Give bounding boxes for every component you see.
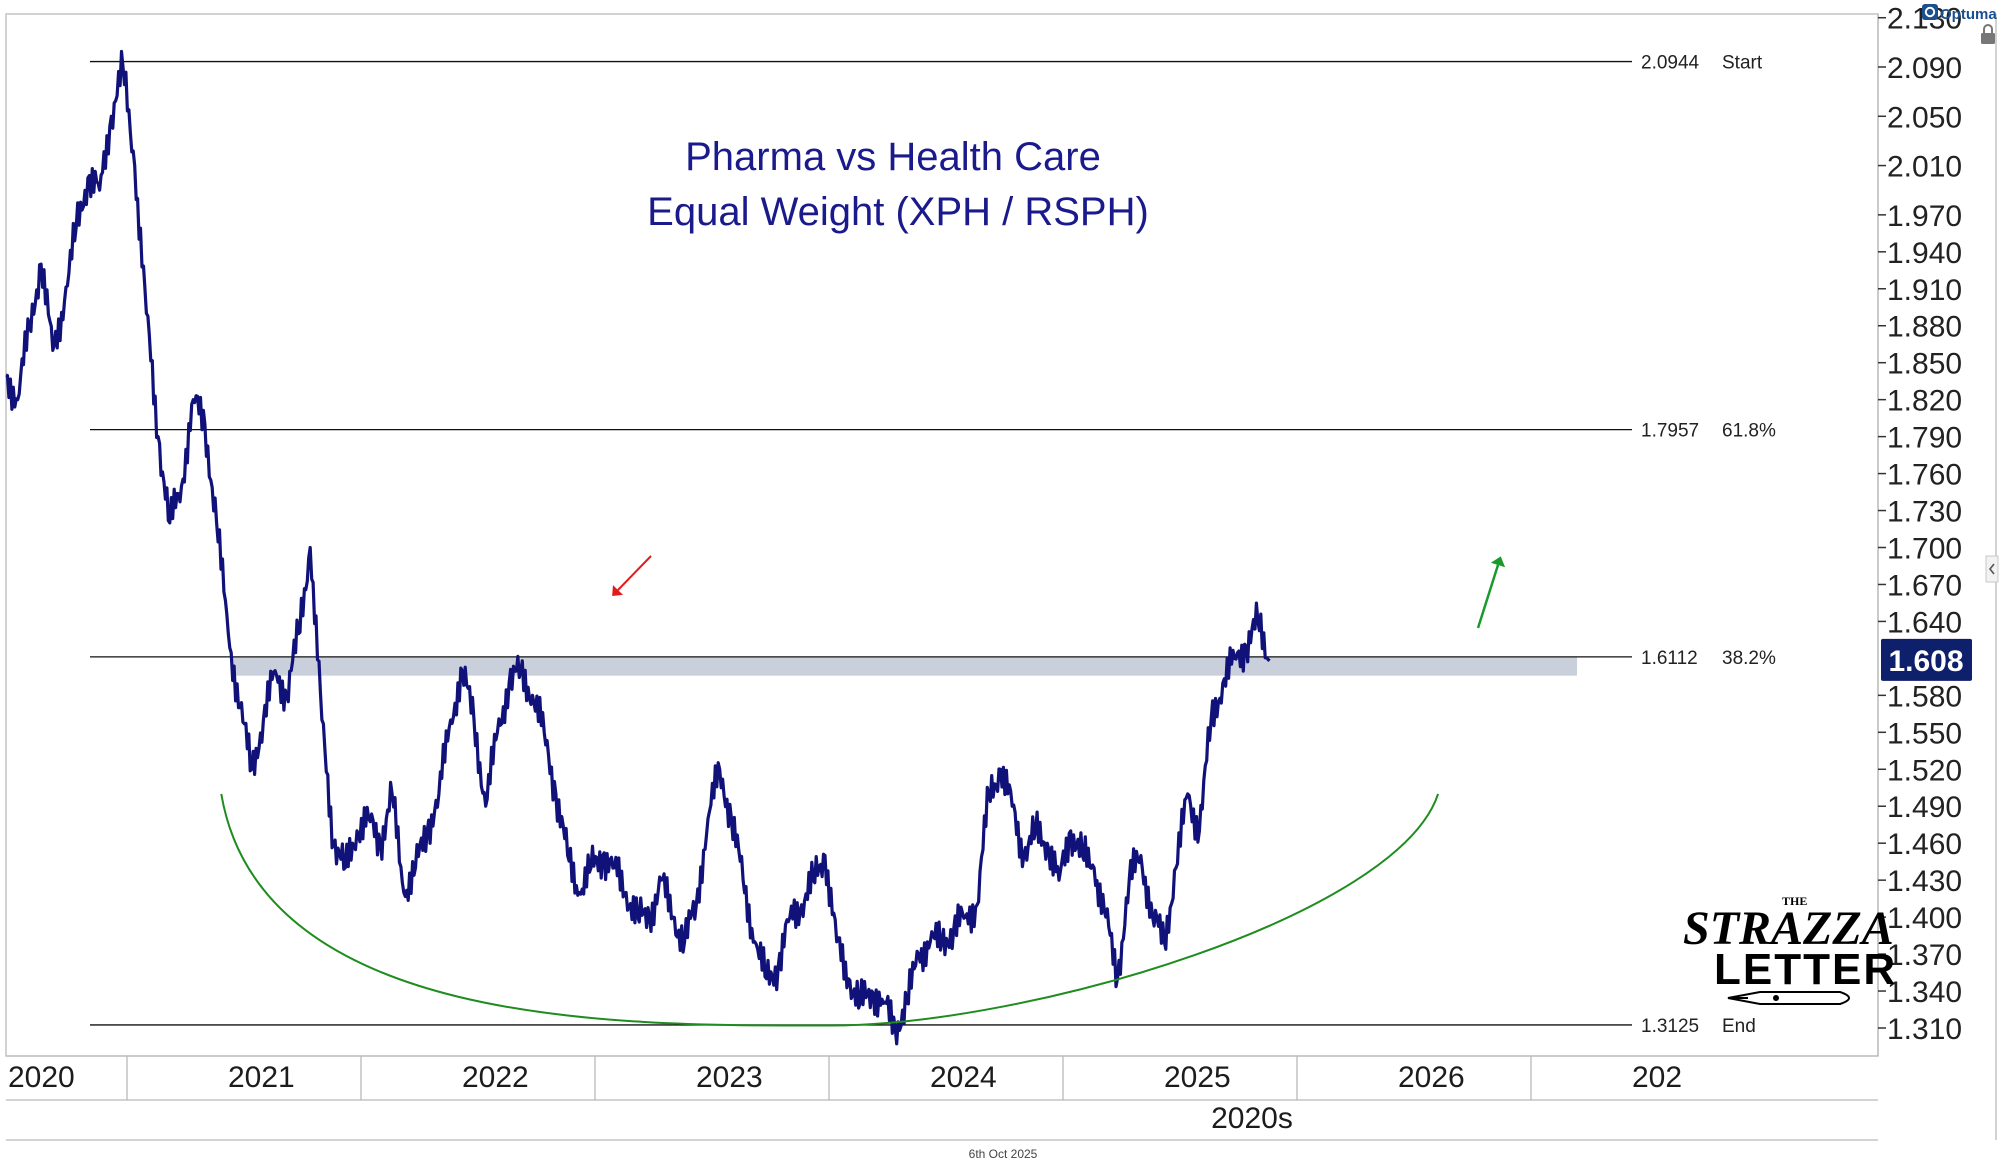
x-tick-label: 2022 bbox=[462, 1061, 529, 1094]
x-tick-label: 2024 bbox=[930, 1061, 997, 1094]
logo-strazza: STRAZZA bbox=[1683, 902, 1894, 955]
y-tick-label: 1.880 bbox=[1887, 311, 1962, 344]
y-axis: 2.1302.0902.0502.0101.9701.9401.9101.880… bbox=[1878, 3, 1962, 1046]
y-tick-label: 1.970 bbox=[1887, 200, 1962, 233]
optuma-brand: Optuma bbox=[1922, 4, 1997, 23]
y-tick-label: 1.640 bbox=[1887, 606, 1962, 639]
y-tick-label: 1.430 bbox=[1887, 865, 1962, 898]
y-tick-label: 1.550 bbox=[1887, 717, 1962, 750]
fib-value: 2.0944 bbox=[1641, 53, 1700, 74]
y-tick-label: 1.910 bbox=[1887, 274, 1962, 307]
lock-icon[interactable] bbox=[1981, 24, 1995, 44]
strazza-letter-logo: THE STRAZZA LETTER bbox=[1683, 894, 1897, 1005]
x-tick-label: 2025 bbox=[1164, 1061, 1231, 1094]
y-tick-label: 1.820 bbox=[1887, 385, 1962, 418]
y-tick-label: 2.050 bbox=[1887, 101, 1962, 134]
rounding-bottom-arc bbox=[220, 793, 1440, 1027]
y-tick-label: 1.400 bbox=[1887, 902, 1962, 935]
y-tick-label: 2.010 bbox=[1887, 151, 1962, 184]
up-arrow-shaft bbox=[1476, 564, 1500, 629]
y-tick-label: 1.940 bbox=[1887, 237, 1962, 270]
y-tick-label: 1.850 bbox=[1887, 348, 1962, 381]
last-value-text: 1.608 bbox=[1888, 645, 1963, 678]
logo-letter: LETTER bbox=[1714, 945, 1897, 994]
x-tick-label: 2020 bbox=[8, 1061, 75, 1094]
up-arrow-head bbox=[1490, 556, 1506, 568]
fib-label: End bbox=[1722, 1016, 1756, 1037]
x-tick-label: 202 bbox=[1632, 1061, 1682, 1094]
down-arrow-head bbox=[612, 585, 624, 597]
y-tick-label: 1.490 bbox=[1887, 791, 1962, 824]
last-value-badge: 1.608 bbox=[1881, 638, 1972, 681]
chevron-left-icon[interactable] bbox=[1985, 555, 1999, 583]
last-value-badge-bg bbox=[1881, 638, 1972, 681]
logo-the: THE bbox=[1782, 894, 1807, 908]
fib-label: 61.8% bbox=[1722, 421, 1776, 442]
y-tick-label: 1.580 bbox=[1887, 680, 1962, 713]
y-tick-label: 2.090 bbox=[1887, 52, 1962, 85]
chart-title: Pharma vs Health Care bbox=[685, 135, 1101, 179]
series-line-xph-rsph bbox=[5, 49, 1271, 1046]
y-tick-label: 1.520 bbox=[1887, 754, 1962, 787]
optuma-brand-text: Optuma bbox=[1940, 6, 1997, 23]
y-tick-label: 1.460 bbox=[1887, 828, 1962, 861]
fib-value: 1.6112 bbox=[1641, 648, 1698, 669]
optuma-logo-icon bbox=[1922, 4, 1938, 20]
x-tick-label: 2021 bbox=[228, 1061, 295, 1094]
fib-levels: 2.0944 Start 1.7957 61.8% 1.6112 38.2% 1.3125 E… bbox=[90, 53, 1776, 1037]
down-arrow-shaft bbox=[617, 555, 652, 591]
fountain-pen-icon bbox=[1727, 991, 1850, 1005]
y-tick-label: 1.310 bbox=[1887, 1013, 1962, 1046]
y-tick-label: 1.790 bbox=[1887, 422, 1962, 455]
fib-label: 38.2% bbox=[1722, 648, 1776, 669]
chart-subtitle: Equal Weight (XPH / RSPH) bbox=[647, 190, 1149, 234]
decade-label: 2020s bbox=[1211, 1102, 1293, 1135]
up-arrow-annotation bbox=[1476, 556, 1506, 629]
fib-label: Start bbox=[1722, 53, 1763, 74]
support-band bbox=[232, 657, 1577, 676]
y-tick-label: 1.760 bbox=[1887, 459, 1962, 492]
fib-value: 1.3125 bbox=[1641, 1016, 1699, 1037]
y-tick-label: 1.340 bbox=[1887, 976, 1962, 1009]
y-tick-label: 1.370 bbox=[1887, 939, 1962, 972]
y-tick-label: 1.730 bbox=[1887, 496, 1962, 529]
x-tick-label: 2023 bbox=[696, 1061, 763, 1094]
x-axis: 2020 2021 2022 2023 2024 2025 2026 202 bbox=[8, 1056, 1682, 1100]
down-arrow-annotation bbox=[612, 555, 652, 597]
fib-value: 1.7957 bbox=[1641, 421, 1699, 442]
y-tick-label: 1.700 bbox=[1887, 533, 1962, 566]
footer-date: 6th Oct 2025 bbox=[969, 1147, 1038, 1161]
y-tick-label: 1.670 bbox=[1887, 569, 1962, 602]
x-tick-label: 2026 bbox=[1398, 1061, 1465, 1094]
